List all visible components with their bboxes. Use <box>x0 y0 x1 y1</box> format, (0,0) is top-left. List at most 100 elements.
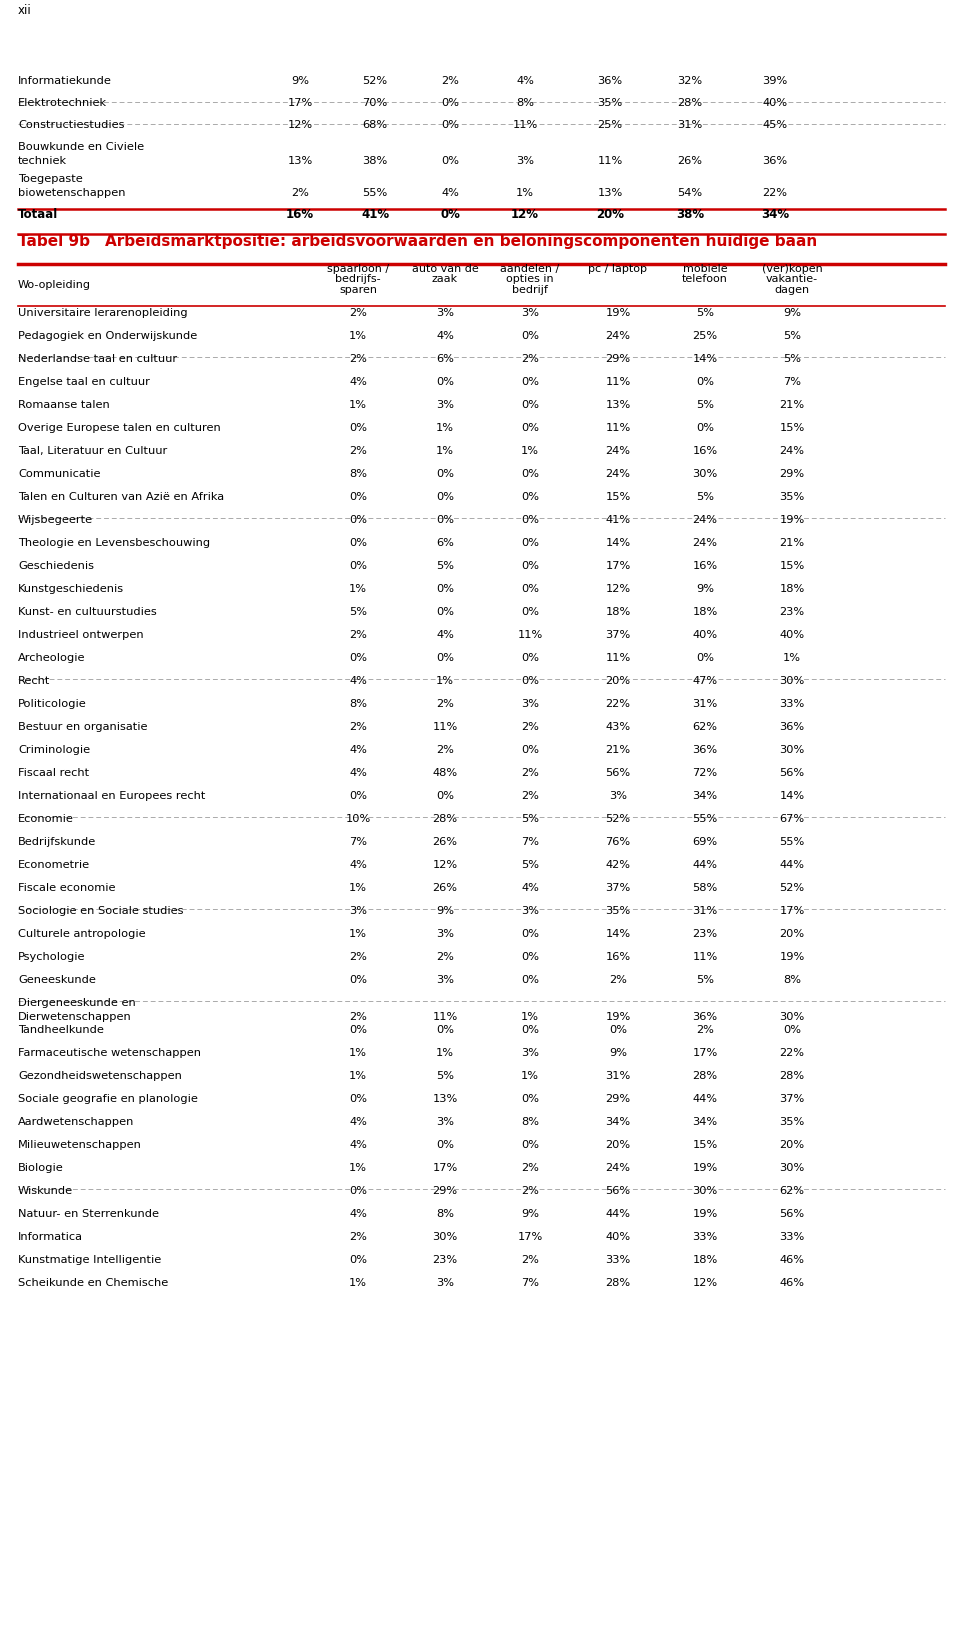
Text: Toegepaste: Toegepaste <box>18 173 83 183</box>
Text: 5%: 5% <box>436 561 454 571</box>
Text: 3%: 3% <box>521 308 539 317</box>
Text: 5%: 5% <box>783 330 801 340</box>
Text: Geschiedenis: Geschiedenis <box>18 561 94 571</box>
Text: 54%: 54% <box>678 188 703 198</box>
Text: 11%: 11% <box>517 630 542 640</box>
Text: Communicatie: Communicatie <box>18 470 101 479</box>
Text: 11%: 11% <box>513 119 538 129</box>
Text: 0%: 0% <box>521 584 539 594</box>
Text: 20%: 20% <box>596 208 624 221</box>
Text: 11%: 11% <box>606 376 631 388</box>
Text: 2%: 2% <box>349 1232 367 1242</box>
Text: Scheikunde en Chemische: Scheikunde en Chemische <box>18 1278 168 1288</box>
Text: sparen: sparen <box>339 285 377 294</box>
Text: 34%: 34% <box>692 790 717 802</box>
Text: 0%: 0% <box>521 376 539 388</box>
Text: 55%: 55% <box>692 815 718 825</box>
Text: 12%: 12% <box>432 861 458 870</box>
Text: 76%: 76% <box>606 838 631 847</box>
Text: 19%: 19% <box>692 1163 718 1173</box>
Text: 2%: 2% <box>696 1026 714 1036</box>
Text: bedrijfs-: bedrijfs- <box>335 275 381 285</box>
Text: 2%: 2% <box>349 308 367 317</box>
Text: 5%: 5% <box>521 861 539 870</box>
Text: 2%: 2% <box>521 721 539 731</box>
Text: 3%: 3% <box>436 1278 454 1288</box>
Text: 34%: 34% <box>692 1117 717 1127</box>
Text: 10%: 10% <box>346 815 371 825</box>
Text: 23%: 23% <box>780 607 804 617</box>
Text: 7%: 7% <box>521 838 539 847</box>
Text: 3%: 3% <box>521 699 539 708</box>
Text: 13%: 13% <box>606 399 631 411</box>
Text: 0%: 0% <box>521 399 539 411</box>
Text: 1%: 1% <box>349 1049 367 1058</box>
Text: 68%: 68% <box>363 119 388 129</box>
Text: Tandheelkunde: Tandheelkunde <box>18 1026 104 1036</box>
Text: 67%: 67% <box>780 815 804 825</box>
Text: 0%: 0% <box>349 424 367 434</box>
Text: 36%: 36% <box>762 155 787 165</box>
Text: 18%: 18% <box>692 1255 718 1265</box>
Text: 3%: 3% <box>349 906 367 916</box>
Text: Elektrotechniek: Elektrotechniek <box>18 98 108 108</box>
Text: 4%: 4% <box>349 744 367 754</box>
Text: Kunstgeschiedenis: Kunstgeschiedenis <box>18 584 124 594</box>
Text: 33%: 33% <box>606 1255 631 1265</box>
Text: 0%: 0% <box>521 653 539 663</box>
Text: Economie: Economie <box>18 815 74 825</box>
Text: 1%: 1% <box>349 1163 367 1173</box>
Text: 8%: 8% <box>349 470 367 479</box>
Text: 31%: 31% <box>692 699 718 708</box>
Text: 0%: 0% <box>436 607 454 617</box>
Text: Econometrie: Econometrie <box>18 861 90 870</box>
Text: 0%: 0% <box>521 424 539 434</box>
Text: 35%: 35% <box>597 98 623 108</box>
Text: 5%: 5% <box>783 353 801 363</box>
Text: 17%: 17% <box>692 1049 718 1058</box>
Text: 19%: 19% <box>606 1013 631 1022</box>
Text: 40%: 40% <box>692 630 717 640</box>
Text: 12%: 12% <box>511 208 539 221</box>
Text: 45%: 45% <box>762 119 787 129</box>
Text: 4%: 4% <box>521 883 539 893</box>
Text: 0%: 0% <box>436 492 454 502</box>
Text: auto van de: auto van de <box>412 263 478 273</box>
Text: 39%: 39% <box>762 75 787 87</box>
Text: 20%: 20% <box>780 929 804 939</box>
Text: 2%: 2% <box>521 1163 539 1173</box>
Text: 0%: 0% <box>521 744 539 754</box>
Text: Recht: Recht <box>18 676 50 685</box>
Text: 0%: 0% <box>349 492 367 502</box>
Text: 29%: 29% <box>780 470 804 479</box>
Text: 0%: 0% <box>521 1026 539 1036</box>
Text: Tabel 9b: Tabel 9b <box>18 234 90 249</box>
Text: 2%: 2% <box>521 1186 539 1196</box>
Text: 2%: 2% <box>441 75 459 87</box>
Text: 12%: 12% <box>287 119 313 129</box>
Text: 70%: 70% <box>362 98 388 108</box>
Text: Aardwetenschappen: Aardwetenschappen <box>18 1117 134 1127</box>
Text: 0%: 0% <box>436 515 454 525</box>
Text: 35%: 35% <box>780 1117 804 1127</box>
Text: 24%: 24% <box>606 447 631 456</box>
Text: mobiele: mobiele <box>683 263 728 273</box>
Text: Totaal: Totaal <box>18 208 59 221</box>
Text: 0%: 0% <box>521 561 539 571</box>
Text: 0%: 0% <box>521 1094 539 1104</box>
Text: 4%: 4% <box>349 1209 367 1219</box>
Text: 12%: 12% <box>692 1278 717 1288</box>
Text: 2%: 2% <box>609 975 627 985</box>
Text: 22%: 22% <box>780 1049 804 1058</box>
Text: Nederlandse taal en cultuur: Nederlandse taal en cultuur <box>18 353 178 363</box>
Text: Criminologie: Criminologie <box>18 744 90 754</box>
Text: 29%: 29% <box>606 1094 631 1104</box>
Text: 36%: 36% <box>692 1013 717 1022</box>
Text: 2%: 2% <box>436 744 454 754</box>
Text: 4%: 4% <box>516 75 534 87</box>
Text: 7%: 7% <box>783 376 801 388</box>
Text: 38%: 38% <box>676 208 704 221</box>
Text: 2%: 2% <box>521 353 539 363</box>
Text: zaak: zaak <box>432 275 458 285</box>
Text: 6%: 6% <box>436 353 454 363</box>
